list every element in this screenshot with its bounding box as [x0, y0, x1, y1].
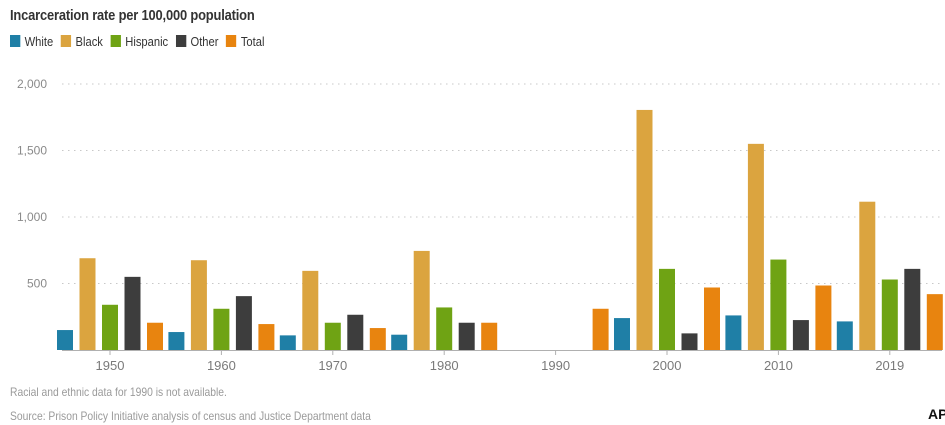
- ap-logo: AP: [928, 406, 945, 422]
- x-tick-label: 1990: [541, 358, 570, 373]
- bar-hispanic-1950: [102, 304, 118, 350]
- bar-hispanic-2019: [881, 279, 898, 350]
- bar-black-2010: [747, 143, 764, 350]
- chart-title: Incarceration rate per 100,000 populatio…: [10, 7, 255, 24]
- bar-white-1970: [279, 335, 296, 350]
- x-tick-label: 2019: [875, 358, 904, 373]
- bar-total-1970: [369, 328, 386, 350]
- bar-total-2000: [704, 287, 720, 350]
- bar-hispanic-2010: [770, 259, 787, 350]
- bar-other-1950: [124, 276, 141, 350]
- bar-black-1960: [190, 260, 207, 350]
- legend-item-hispanic: Hispanic: [110, 33, 169, 49]
- bar-black-2019: [859, 201, 876, 350]
- bar-white-1960: [168, 332, 185, 350]
- bar-total-1950: [147, 322, 163, 350]
- chart-legend: White Black Hispanic Other Total: [10, 32, 272, 50]
- bar-white-1950: [57, 330, 73, 350]
- availability-note: Racial and ethnic data for 1990 is not a…: [10, 385, 227, 399]
- legend-label-black: Black: [75, 33, 103, 49]
- x-tick-label: 1960: [207, 358, 236, 373]
- bar-hispanic-1960: [213, 308, 230, 350]
- x-tick-label: 1980: [430, 358, 459, 373]
- bar-hispanic-1980: [436, 307, 453, 350]
- legend-item-white: White: [10, 34, 53, 49]
- bar-black-1970: [302, 270, 319, 350]
- legend-item-black: Black: [60, 33, 103, 49]
- bar-total-1960: [258, 324, 275, 350]
- y-tick-label: 1,500: [17, 144, 47, 158]
- x-tick-label: 1950: [96, 358, 125, 373]
- legend-item-total: Total: [226, 34, 264, 49]
- bar-hispanic-1970: [324, 322, 341, 350]
- bar-black-1980: [413, 250, 430, 350]
- y-tick-label: 1,000: [17, 210, 47, 224]
- legend-swatch-black: [60, 35, 72, 47]
- bar-other-1960: [235, 296, 252, 350]
- bar-hispanic-2000: [659, 268, 675, 350]
- bar-white-2019: [836, 321, 853, 350]
- legend-swatch-other: [175, 35, 187, 47]
- legend-item-other: Other: [175, 33, 219, 49]
- y-tick-label: 2,000: [17, 77, 47, 91]
- bar-total-2019: [926, 294, 943, 350]
- legend-label-hispanic: Hispanic: [125, 33, 169, 49]
- legend-label-other: Other: [190, 33, 219, 49]
- x-tick-label: 1970: [318, 358, 347, 373]
- legend-label-total: Total: [240, 33, 265, 49]
- bar-other-2019: [904, 268, 921, 350]
- legend-swatch-total: [226, 35, 237, 47]
- legend-swatch-hispanic: [110, 35, 121, 47]
- bar-white-2000: [614, 318, 630, 350]
- bar-total-2010: [815, 285, 832, 350]
- bar-other-1980: [458, 322, 475, 350]
- y-tick-label: 500: [27, 277, 47, 291]
- bar-other-2010: [792, 320, 809, 350]
- bar-black-2000: [636, 109, 653, 350]
- x-tick-label: 2000: [653, 358, 682, 373]
- source-note: Source: Prison Policy Initiative analysi…: [10, 409, 371, 423]
- bar-total-1980: [481, 322, 498, 350]
- bar-black-1950: [79, 258, 96, 350]
- x-tick-label: 2010: [764, 358, 793, 373]
- bar-other-2000: [681, 333, 698, 350]
- legend-swatch-white: [10, 35, 21, 47]
- bar-white-1980: [391, 334, 408, 350]
- bar-total-1990: [592, 308, 609, 350]
- legend-label-white: White: [24, 33, 54, 49]
- bar-other-1970: [347, 314, 364, 350]
- bar-white-2010: [725, 315, 742, 350]
